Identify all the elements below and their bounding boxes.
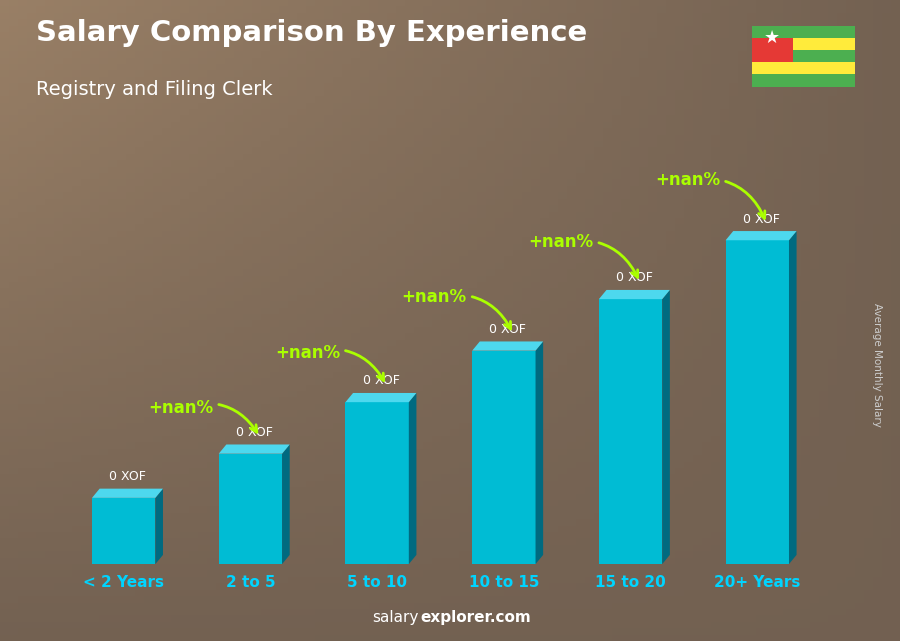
Polygon shape (346, 402, 409, 564)
Text: +nan%: +nan% (528, 233, 638, 278)
Polygon shape (282, 444, 290, 564)
Bar (752, 50, 855, 62)
Polygon shape (725, 231, 796, 240)
Polygon shape (156, 488, 163, 564)
Text: 0 XOF: 0 XOF (616, 271, 652, 285)
Text: 0 XOF: 0 XOF (490, 323, 526, 336)
Bar (752, 26, 855, 38)
Polygon shape (219, 444, 290, 454)
Text: +nan%: +nan% (274, 344, 383, 381)
Polygon shape (472, 342, 543, 351)
Polygon shape (725, 240, 789, 564)
Polygon shape (662, 290, 670, 564)
Polygon shape (219, 454, 282, 564)
Text: explorer.com: explorer.com (420, 610, 531, 625)
Text: 0 XOF: 0 XOF (742, 213, 779, 226)
Polygon shape (409, 393, 417, 564)
Text: 0 XOF: 0 XOF (363, 374, 400, 387)
Polygon shape (472, 351, 536, 564)
Text: Salary Comparison By Experience: Salary Comparison By Experience (36, 19, 587, 47)
Text: ★: ★ (764, 29, 780, 47)
Polygon shape (598, 299, 662, 564)
Polygon shape (598, 290, 670, 299)
Polygon shape (346, 393, 417, 402)
Text: +nan%: +nan% (655, 171, 765, 219)
Bar (752, 74, 855, 87)
Text: Average Monthly Salary: Average Monthly Salary (872, 303, 883, 428)
Text: salary: salary (372, 610, 418, 625)
Polygon shape (92, 488, 163, 498)
Bar (752, 38, 855, 50)
Polygon shape (536, 342, 543, 564)
Text: 0 XOF: 0 XOF (236, 426, 273, 439)
Text: +nan%: +nan% (401, 288, 510, 329)
Bar (752, 62, 855, 74)
Polygon shape (789, 231, 796, 564)
Text: +nan%: +nan% (148, 399, 256, 432)
Text: 0 XOF: 0 XOF (109, 470, 146, 483)
Polygon shape (92, 498, 156, 564)
Bar (752, 38, 793, 62)
Text: Registry and Filing Clerk: Registry and Filing Clerk (36, 80, 273, 99)
